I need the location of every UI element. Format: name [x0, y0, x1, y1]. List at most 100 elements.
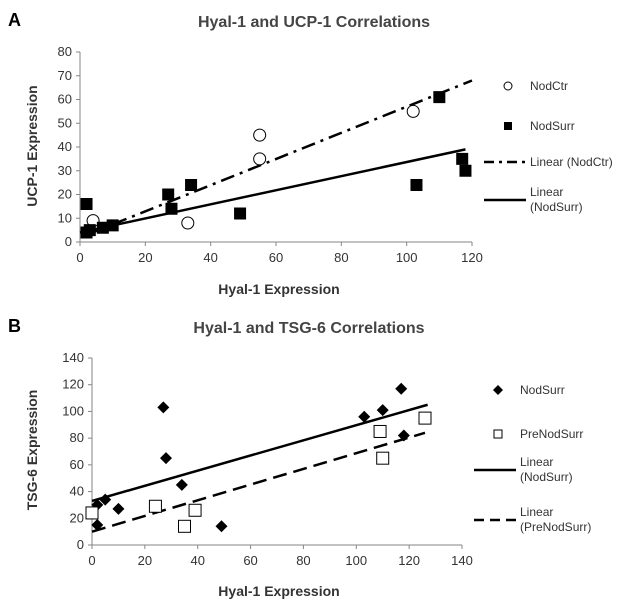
data-point-nodsurr	[456, 152, 469, 165]
x-tick-label: 0	[88, 553, 95, 568]
y-tick-label: 120	[62, 377, 84, 392]
y-tick-labels-a: 0 10 20 30 40 50 60 70 80	[58, 44, 72, 249]
legend-label-line: Linear	[520, 505, 553, 519]
data-point-nodsurr	[157, 401, 170, 414]
trendlines-a	[79, 79, 473, 237]
trendline	[91, 403, 428, 503]
data-point-nodsurr	[165, 202, 178, 215]
data-point-nodsurr	[99, 493, 112, 506]
legend-label-line: (NodSurr)	[520, 470, 573, 484]
data-points-b	[85, 382, 432, 533]
legend-symbol	[493, 429, 503, 439]
y-tick-label: 70	[58, 68, 72, 83]
data-points-a	[80, 91, 472, 239]
x-tick-label: 60	[269, 250, 283, 265]
panel-label-a: A	[8, 10, 21, 30]
y-tick-label: 100	[62, 403, 84, 418]
x-tick-label: 40	[203, 250, 217, 265]
legend-label: NodCtr	[530, 79, 568, 93]
x-tick-label: 80	[296, 553, 310, 568]
y-axis-title-a: UCP-1 Expression	[24, 85, 40, 206]
axes-a	[76, 51, 473, 246]
data-point-nodsurr	[358, 410, 371, 423]
legend-label-line: NodSurr	[520, 383, 565, 397]
legend-label-line: Linear (NodCtr)	[530, 155, 613, 169]
legend-label: PreNodSurr	[520, 427, 583, 441]
y-tick-label: 40	[58, 139, 72, 154]
y-tick-label: 60	[70, 457, 84, 472]
y-tick-label: 60	[58, 92, 72, 107]
data-point-nodsurr	[410, 179, 423, 191]
x-tick-label: 120	[461, 250, 483, 265]
y-tick-label: 20	[58, 187, 72, 202]
data-point-nodsurr	[433, 91, 446, 104]
legend-label-line: NodSurr	[530, 119, 575, 133]
legend-label: NodSurr	[520, 383, 565, 397]
x-tick-label: 100	[396, 250, 418, 265]
x-tick-label: 100	[345, 553, 367, 568]
x-tick-label: 60	[243, 553, 257, 568]
legend-label-line: Linear	[520, 455, 553, 469]
data-point-prenodsurr	[178, 519, 191, 533]
data-point-nodsurr	[96, 221, 109, 234]
y-tick-label: 0	[77, 537, 84, 552]
data-point-nodsurr	[160, 452, 172, 465]
legend-label: Linear (PreNodSurr)	[520, 505, 591, 534]
y-axis-title-b: TSG-6 Expression	[24, 390, 40, 511]
legend-symbol	[493, 385, 503, 395]
data-point-nodctr	[253, 128, 267, 142]
data-point-prenodsurr	[148, 499, 162, 513]
data-point-nodsurr	[80, 198, 93, 210]
data-point-nodsurr	[91, 518, 104, 531]
chart-title-a: Hyal-1 and UCP-1 Correlations	[198, 14, 430, 31]
x-tick-label: 80	[334, 250, 348, 265]
y-tick-label: 80	[58, 44, 72, 59]
legend-symbol	[504, 122, 512, 130]
y-tick-label: 140	[62, 350, 84, 365]
data-point-nodctr	[181, 216, 195, 230]
y-tick-label: 30	[58, 163, 72, 178]
legend-label: Linear (NodSurr)	[520, 455, 573, 484]
data-point-nodctr	[253, 152, 267, 166]
chart-title-b: Hyal-1 and TSG-6 Correlations	[193, 320, 424, 337]
data-point-nodsurr	[106, 219, 119, 232]
y-tick-label: 50	[58, 115, 72, 130]
data-point-prenodsurr	[376, 451, 390, 465]
data-point-nodsurr	[459, 164, 472, 177]
data-point-nodsurr	[185, 179, 198, 191]
legend-label-line: (NodSurr)	[530, 200, 583, 214]
data-point-nodsurr	[83, 224, 96, 237]
y-tick-label: 80	[70, 430, 84, 445]
data-point-nodsurr	[112, 502, 125, 515]
y-tick-labels-b: 0 20 40 60 80 100 120 140	[62, 350, 84, 552]
legend-symbol	[503, 81, 513, 91]
trendlines-b	[91, 403, 428, 533]
trendline	[79, 148, 466, 234]
y-tick-label: 10	[58, 210, 72, 225]
data-point-nodsurr	[397, 429, 410, 442]
x-tick-label: 0	[76, 250, 83, 265]
data-point-nodctr	[406, 104, 420, 118]
x-axis-title-b: Hyal-1 Expression	[218, 583, 339, 599]
data-point-prenodsurr	[373, 424, 387, 438]
data-point-nodsurr	[162, 188, 175, 201]
data-point-prenodsurr	[418, 411, 432, 425]
legend-label: NodSurr	[530, 119, 575, 133]
x-tick-labels-a: 0 20 40 60 80 100 120	[76, 250, 482, 265]
legend-label-line: Linear	[530, 185, 563, 199]
legend-label-line: PreNodSurr	[520, 427, 583, 441]
panel-label-b: B	[8, 316, 21, 336]
x-tick-label: 20	[138, 250, 152, 265]
data-point-nodsurr	[376, 404, 389, 417]
trendline	[86, 79, 473, 237]
x-tick-label: 140	[451, 553, 473, 568]
x-tick-label: 20	[138, 553, 152, 568]
data-point-prenodsurr	[85, 506, 99, 520]
legend-label-line: (PreNodSurr)	[520, 520, 591, 534]
legend-label: Linear (NodSurr)	[530, 185, 583, 214]
x-tick-label: 120	[398, 553, 420, 568]
y-tick-label: 0	[65, 234, 72, 249]
legend-label-line: NodCtr	[530, 79, 568, 93]
data-point-nodsurr	[395, 382, 408, 395]
